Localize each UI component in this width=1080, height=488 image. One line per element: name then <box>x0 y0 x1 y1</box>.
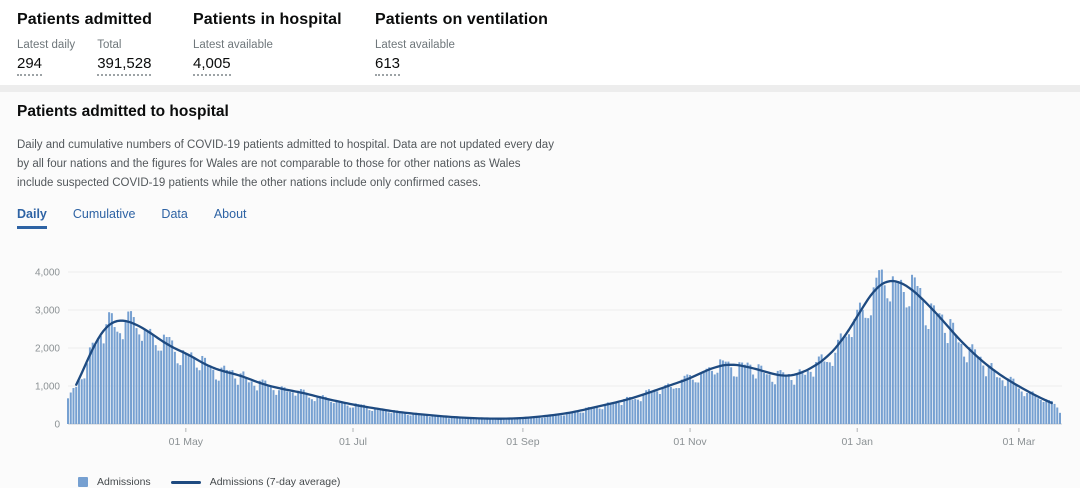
svg-text:0: 0 <box>54 420 60 431</box>
svg-text:01 Jan: 01 Jan <box>841 436 873 448</box>
admissions-chart-svg: 0 1,000 2,000 3,000 4,000 01 May 01 Jul 01 Sep 0… <box>35 268 1062 448</box>
metric-value: 294 <box>17 55 75 76</box>
legend-label-admissions-average: Admissions (7-day average) <box>209 476 341 488</box>
svg-text:01 Mar: 01 Mar <box>1003 436 1036 448</box>
metric-latest-available: Latest available 613 <box>375 38 455 76</box>
stat-patients-on-ventilation: Patients on ventilation Latest available… <box>375 10 548 85</box>
metric-label: Latest daily <box>17 39 76 51</box>
admissions-card: Patients admitted to hospital Daily and … <box>0 92 1080 488</box>
stat-patients-admitted: Patients admitted Latest daily 294 Total… <box>17 10 193 85</box>
admissions-chart: 0 1,000 2,000 3,000 4,000 01 May 01 Jul 01 Sep 0… <box>0 255 1080 460</box>
admissions-bar-swatch-icon <box>78 477 88 487</box>
svg-text:2,000: 2,000 <box>35 344 60 355</box>
svg-text:01 Sep: 01 Sep <box>506 436 539 448</box>
tab-about[interactable]: About <box>213 207 247 221</box>
svg-text:3,000: 3,000 <box>35 306 60 317</box>
svg-text:4,000: 4,000 <box>35 268 60 279</box>
stat-title: Patients in hospital <box>193 11 342 28</box>
stat-title: Patients on ventilation <box>375 11 548 28</box>
metric-value: 4,005 <box>193 55 273 76</box>
card-title: Patients admitted to hospital <box>17 103 229 120</box>
metric-value: 613 <box>375 55 455 76</box>
metric-latest-daily: Latest daily 294 <box>17 38 75 76</box>
svg-text:01 Jul: 01 Jul <box>339 436 367 448</box>
metric-total: Total 391,528 <box>97 38 152 76</box>
stat-title: Patients admitted <box>17 11 153 28</box>
metric-label: Total <box>97 39 122 51</box>
metric-latest-available: Latest available 4,005 <box>193 38 273 76</box>
chart-legend: Admissions Admissions (7-day average) <box>78 476 1080 488</box>
svg-text:01 May: 01 May <box>169 436 204 448</box>
tab-daily[interactable]: Daily <box>17 207 47 229</box>
card-tabs: Daily Cumulative Data About <box>17 207 1080 229</box>
metric-label: Latest available <box>375 39 455 51</box>
legend-label-admissions: Admissions <box>97 476 151 488</box>
admissions-average-line-swatch-icon <box>170 480 201 484</box>
stat-patients-in-hospital: Patients in hospital Latest available 4,… <box>193 10 375 85</box>
metric-value: 391,528 <box>97 55 152 76</box>
tab-data[interactable]: Data <box>161 207 188 221</box>
svg-text:1,000: 1,000 <box>35 382 60 393</box>
tab-cumulative[interactable]: Cumulative <box>72 207 136 221</box>
headline-stats: Patients admitted Latest daily 294 Total… <box>0 0 1080 85</box>
section-divider <box>0 85 1080 92</box>
card-description: Daily and cumulative numbers of COVID-19… <box>17 139 554 189</box>
metric-label: Latest available <box>193 39 273 51</box>
svg-text:01 Nov: 01 Nov <box>673 436 707 448</box>
